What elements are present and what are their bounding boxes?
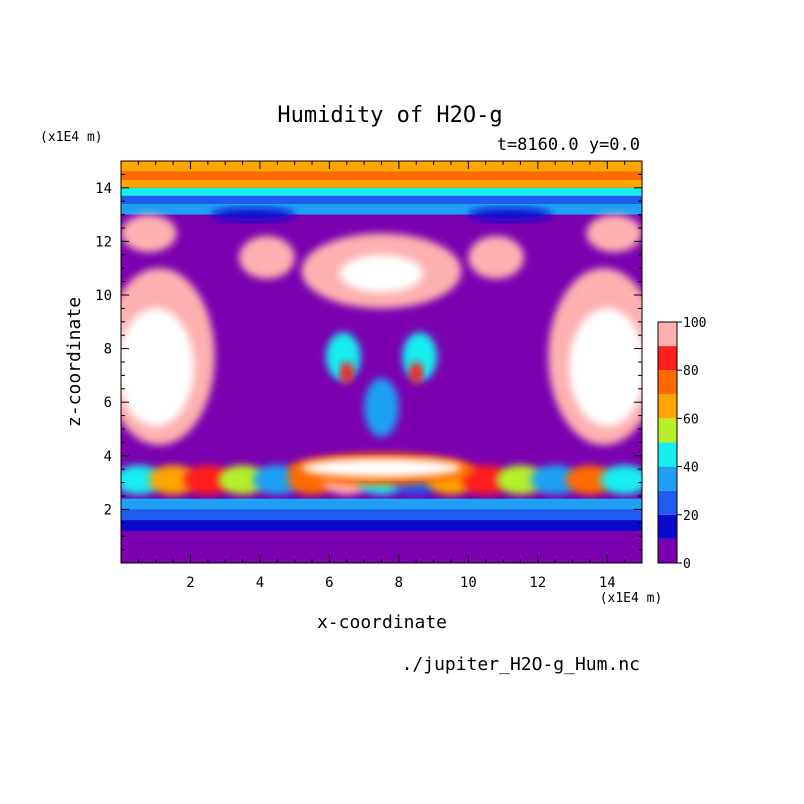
- chart-title: Humidity of H2O-g: [277, 103, 502, 128]
- y-tick-label: 2: [104, 502, 112, 518]
- band-z-1.6: [121, 509, 642, 521]
- lens-core: [301, 458, 462, 478]
- cell-low-4: [252, 465, 302, 495]
- cell-low-3: [218, 465, 267, 495]
- x-tick-label: 6: [325, 575, 333, 591]
- colorbar-swatch: [658, 490, 677, 515]
- colorbar-label: 20: [683, 509, 699, 524]
- y-axis-label: z-coordinate: [64, 297, 85, 427]
- sat-side-left: [121, 308, 194, 427]
- cell-low-1: [148, 465, 198, 495]
- y-tick-label: 4: [104, 449, 112, 465]
- band-z-14.6: [121, 161, 642, 172]
- y-tick-label: 6: [104, 395, 112, 411]
- x-tick-label: 12: [529, 575, 546, 591]
- cell-low-12: [530, 465, 580, 495]
- y-tick-label: 10: [95, 288, 112, 304]
- y-axis: 2 4 6 8 10 12 14: [95, 173, 642, 551]
- upper-ribbon-right: [468, 207, 552, 222]
- colorbar-swatch: [658, 538, 677, 563]
- cell-low-2: [183, 465, 233, 495]
- band-z-14: [121, 179, 642, 188]
- colorbar-label: 0: [683, 557, 691, 572]
- sat-side-right: [569, 308, 642, 427]
- colorbar-label: 80: [683, 364, 699, 379]
- upper-edge-left: [121, 214, 177, 253]
- colorbar: 0 20 40 60 80 100: [657, 316, 706, 572]
- plot-area: [121, 161, 642, 563]
- cell-low-11: [496, 465, 545, 495]
- x-axis-label: x-coordinate: [317, 612, 447, 633]
- colorbar-swatch: [658, 370, 677, 395]
- band-z-13.4: [121, 195, 642, 204]
- x-tick-label: 2: [186, 575, 194, 591]
- x-tick-label: 8: [395, 575, 403, 591]
- colorbar-swatch: [658, 514, 677, 539]
- mix-core-left: [339, 362, 354, 384]
- y-tick-label: 12: [95, 234, 112, 250]
- band-z-13: [121, 203, 642, 215]
- sat-dome: [339, 254, 424, 293]
- moist-upper-lobe-left: [239, 236, 295, 279]
- colorbar-swatch: [658, 442, 677, 467]
- colorbar-swatch: [658, 394, 677, 419]
- y-tick-label: 14: [95, 181, 112, 197]
- chart-subtitle: t=8160.0 y=0.0: [497, 135, 640, 155]
- colorbar-swatch: [658, 418, 677, 443]
- colorbar-label: 60: [683, 412, 699, 427]
- x-unit-label: (x1E4 m): [600, 591, 663, 606]
- y-tick-label: 8: [104, 342, 112, 358]
- humidity-field: [121, 207, 642, 495]
- x-tick-label: 10: [460, 575, 477, 591]
- band-z-14.3: [121, 171, 642, 180]
- colorbar-swatch: [658, 466, 677, 491]
- cell-low-14: [600, 465, 642, 495]
- colorbar-swatch: [658, 322, 677, 347]
- moist-upper-lobe-right: [468, 236, 524, 279]
- colorbar-swatch: [658, 346, 677, 371]
- colorbar-label: 40: [683, 461, 699, 476]
- cell-low-13: [565, 465, 615, 495]
- x-tick-label: 14: [599, 575, 616, 591]
- band-z-13.7: [121, 187, 642, 196]
- colorbar-frame: [657, 321, 678, 564]
- file-name: ./jupiter_H2O-g_Hum.nc: [402, 654, 640, 675]
- mix-core-right: [409, 362, 424, 384]
- colorbar-label: 100: [683, 316, 706, 331]
- band-z-1.2: [121, 520, 642, 531]
- cell-low-10: [461, 465, 511, 495]
- x-tick-label: 4: [256, 575, 264, 591]
- y-unit-label: (x1E4 m): [40, 130, 103, 145]
- band-z-2: [121, 498, 642, 510]
- upper-edge-right: [586, 214, 642, 253]
- upper-ribbon-left: [211, 207, 295, 222]
- mix-stem: [364, 378, 399, 438]
- x-axis: 2 4 6 8 10 12 14: [137, 161, 626, 591]
- band-z-0: [121, 530, 642, 563]
